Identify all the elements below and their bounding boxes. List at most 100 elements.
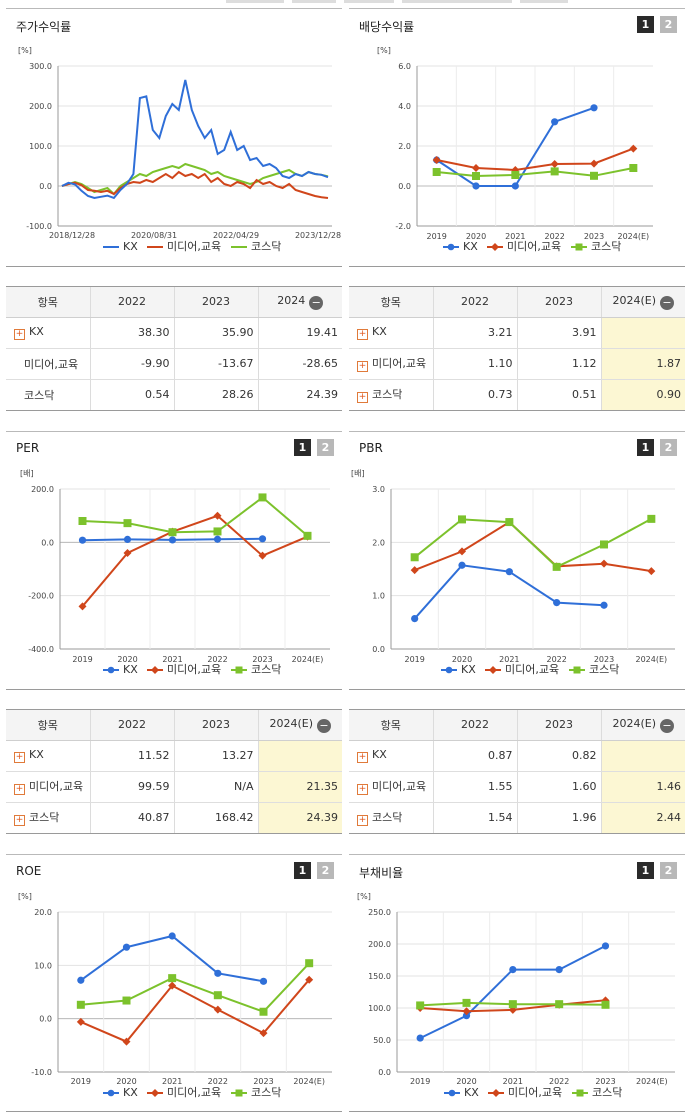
point-kosdaq (458, 515, 466, 524)
legend-item-media[interactable]: 미디어,교육 (147, 663, 221, 676)
x-tick-label: 2022/04/29 (213, 231, 259, 240)
point-kosdaq (258, 493, 267, 502)
legend-marker (575, 243, 583, 251)
legend-item-kosdaq[interactable]: 코스닥 (231, 1086, 281, 1099)
point-kosdaq (462, 998, 471, 1007)
legend-marker (448, 1089, 456, 1097)
legend-item-kosdaq[interactable]: 코스닥 (571, 240, 621, 253)
button-2[interactable]: 2 (660, 439, 677, 456)
point-kx (472, 182, 480, 190)
point-media (647, 567, 656, 576)
point-media (123, 549, 132, 557)
table-cell: 168.42 (173, 802, 258, 833)
y-tick-label: 6.0 (398, 62, 411, 71)
legend-label: 미디어,교육 (167, 1086, 221, 1099)
legend-item-kosdaq[interactable]: 코스닥 (572, 1086, 622, 1099)
legend-item-kx[interactable]: KX (444, 1086, 479, 1099)
point-kosdaq (511, 171, 520, 179)
button-2[interactable]: 2 (660, 862, 677, 879)
button-1[interactable]: 1 (637, 16, 654, 33)
point-kosdaq (168, 974, 177, 983)
button-1[interactable]: 1 (637, 862, 654, 879)
table-row: 코스닥 0.54 28.26 24.39 (6, 379, 342, 410)
top-tab-4[interactable] (402, 0, 512, 3)
collapse-icon[interactable]: − (317, 718, 332, 733)
legend-item-media[interactable]: 미디어,교육 (147, 1086, 221, 1099)
collapse-icon[interactable]: − (660, 718, 675, 733)
column-header: 2022 (432, 287, 517, 318)
series-line-kx (61, 79, 329, 200)
button-1[interactable]: 1 (294, 439, 311, 456)
expand-icon[interactable]: + (357, 392, 368, 404)
series-line-kosdaq (80, 962, 310, 1013)
expand-icon[interactable]: + (14, 329, 25, 340)
point-kx (416, 1034, 424, 1042)
collapse-icon[interactable]: − (309, 295, 324, 310)
table-cell: 1.12 (516, 348, 601, 380)
column-header: 2023 (173, 287, 258, 318)
table-cell: N/A (173, 771, 258, 803)
per-chart: [배] 200.0 0.0 -200.0 -400.0 2019 2020 2021 2022 2… (20, 469, 330, 676)
point-kx (462, 1012, 471, 1020)
table-cell: -9.90 (89, 348, 174, 380)
table-row: + KX 11.52 13.27 (6, 740, 342, 772)
legend-marker (235, 666, 243, 674)
legend-item-kx[interactable]: KX (103, 240, 138, 253)
series-line-kx (419, 945, 606, 1040)
legend-label: 미디어,교육 (167, 240, 221, 253)
legend-item-kx[interactable]: KX (103, 663, 138, 676)
point-kosdaq (600, 540, 608, 549)
y-tick-label: 20.0 (34, 908, 52, 917)
legend-item-kosdaq[interactable]: 코스닥 (231, 663, 281, 676)
expand-icon[interactable]: + (357, 329, 368, 340)
legend-item-media[interactable]: 미디어,교육 (487, 240, 561, 253)
table-cell: 24.39 (257, 379, 342, 410)
stock-return-panel: 주가수익률 [%] 300.0 200.0 100.0 0.0 -100.0 2018/12… (6, 8, 342, 267)
header-label: 2024 (277, 293, 306, 307)
pbr-table: 항목 2022 2023 2024(E) − + KX 0.87 0.82 + 미디어,교육 1.55… (349, 709, 685, 834)
top-tab-1[interactable] (226, 0, 284, 3)
expand-icon[interactable]: + (14, 815, 25, 827)
expand-icon[interactable]: + (357, 784, 368, 795)
top-tab-5[interactable] (520, 0, 568, 3)
legend-label: 미디어,교육 (507, 240, 561, 253)
expand-icon[interactable]: + (357, 815, 368, 827)
top-tab-3[interactable] (344, 0, 394, 3)
button-2[interactable]: 2 (317, 862, 334, 879)
expand-icon[interactable]: + (357, 361, 368, 372)
row-label: + KX (6, 740, 90, 772)
legend-item-kosdaq[interactable]: 코스닥 (231, 240, 281, 253)
series-line-media (436, 147, 634, 172)
legend-item-kx[interactable]: KX (441, 663, 476, 676)
x-tick-label: 2024(E) (636, 655, 668, 664)
y-tick-label: 2.0 (372, 538, 385, 547)
table-cell: 21.35 (257, 771, 342, 803)
header-label: 항목 (380, 295, 401, 309)
table-row: + KX 38.30 35.90 19.41 (6, 317, 342, 349)
button-2[interactable]: 2 (660, 16, 677, 33)
legend-item-kx[interactable]: KX (443, 240, 478, 253)
button-2[interactable]: 2 (317, 439, 334, 456)
column-header: 항목 (349, 710, 433, 741)
column-header: 2022 (89, 710, 174, 741)
legend-label: 코스닥 (251, 1086, 281, 1099)
legend-item-kosdaq[interactable]: 코스닥 (569, 663, 619, 676)
table-row: + KX 3.21 3.91 (349, 317, 685, 349)
point-kx (78, 536, 87, 544)
legend-item-media[interactable]: 미디어,교육 (485, 663, 559, 676)
expand-icon[interactable]: + (357, 752, 368, 763)
legend-item-kx[interactable]: KX (103, 1086, 138, 1099)
legend-item-media[interactable]: 미디어,교육 (488, 1086, 562, 1099)
y-tick-label: 200.0 (31, 485, 54, 494)
button-1[interactable]: 1 (294, 862, 311, 879)
button-1[interactable]: 1 (637, 439, 654, 456)
collapse-icon[interactable]: − (660, 295, 675, 310)
expand-icon[interactable]: + (14, 784, 25, 795)
top-tab-2[interactable] (292, 0, 336, 3)
expand-icon[interactable]: + (14, 752, 25, 763)
point-media (432, 156, 441, 164)
legend-label: 미디어,교육 (505, 663, 559, 676)
legend-item-media[interactable]: 미디어,교육 (147, 240, 221, 253)
x-tick-label: 2021 (162, 655, 182, 664)
